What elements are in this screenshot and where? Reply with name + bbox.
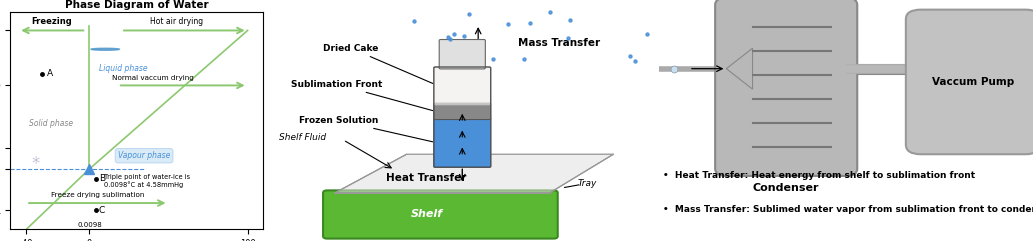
Text: Vapour phase: Vapour phase: [118, 151, 170, 160]
Text: Shelf: Shelf: [410, 209, 442, 220]
Text: Freeze drying sublimation: Freeze drying sublimation: [51, 192, 144, 198]
Text: Solid phase: Solid phase: [29, 120, 73, 128]
Text: Liquid phase: Liquid phase: [99, 64, 148, 73]
Text: Hot air drying: Hot air drying: [150, 17, 202, 26]
Text: Sublimation Front: Sublimation Front: [291, 80, 433, 111]
Text: Condenser: Condenser: [753, 183, 819, 193]
Text: *: *: [31, 155, 40, 173]
Text: A: A: [46, 69, 53, 78]
Text: •  Heat Transfer: Heat energy from shelf to sublimation front: • Heat Transfer: Heat energy from shelf …: [663, 171, 975, 181]
FancyBboxPatch shape: [715, 0, 857, 176]
Text: B: B: [99, 174, 105, 183]
Text: Vaccum Pump: Vaccum Pump: [932, 77, 1014, 87]
Text: Normal vaccum drying: Normal vaccum drying: [112, 75, 193, 81]
FancyBboxPatch shape: [323, 190, 558, 239]
Text: Triple point of water-ice is
0.0098°C at 4.58mmHg: Triple point of water-ice is 0.0098°C at…: [103, 174, 190, 188]
Title: Phase Diagram of Water: Phase Diagram of Water: [65, 0, 209, 10]
Text: Mass Transfer: Mass Transfer: [518, 38, 600, 48]
Text: Freezing: Freezing: [31, 17, 72, 26]
FancyBboxPatch shape: [439, 40, 486, 69]
FancyBboxPatch shape: [434, 103, 491, 120]
FancyBboxPatch shape: [434, 67, 491, 105]
Text: Shelf Fluid: Shelf Fluid: [279, 133, 326, 142]
Text: Tray: Tray: [577, 179, 597, 188]
Text: Frozen Solution: Frozen Solution: [300, 116, 433, 142]
Polygon shape: [726, 48, 752, 89]
FancyBboxPatch shape: [434, 118, 491, 167]
Text: •  Mass Transfer: Sublimed water vapor from sublimation front to condenser: • Mass Transfer: Sublimed water vapor fr…: [663, 205, 1033, 214]
FancyBboxPatch shape: [906, 10, 1033, 154]
Polygon shape: [335, 154, 614, 193]
Text: Dried Cake: Dried Cake: [323, 44, 433, 83]
Text: 0.0098: 0.0098: [77, 222, 102, 228]
Ellipse shape: [91, 48, 120, 50]
Text: Heat Transfer: Heat Transfer: [386, 173, 467, 183]
Text: C: C: [99, 206, 105, 215]
